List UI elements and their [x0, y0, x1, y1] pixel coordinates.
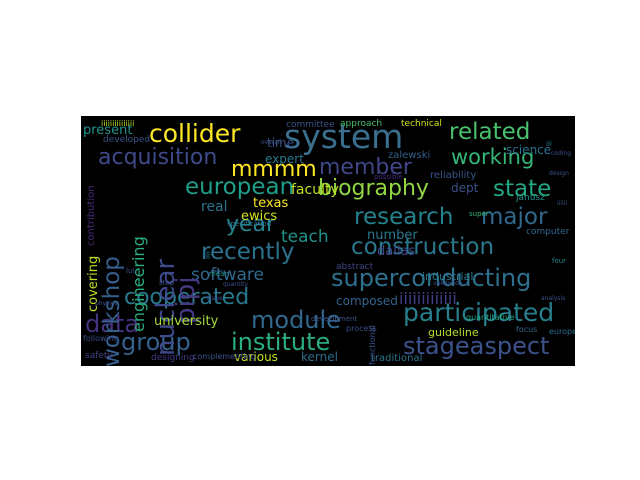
cloud-word: europe: [549, 327, 575, 336]
cloud-word: engineering: [129, 236, 148, 332]
cloud-word: major: [481, 204, 548, 230]
cloud-word: process: [346, 324, 377, 333]
cloud-word: acquisition: [98, 145, 218, 170]
cloud-word: stage: [206, 295, 223, 302]
cloud-word: faculty: [291, 182, 339, 198]
cloud-word: approach: [340, 119, 383, 129]
cloud-word: guideline: [428, 326, 479, 339]
cloud-word: zalewski: [388, 150, 431, 161]
cloud-word: dept: [451, 181, 479, 195]
cloud-word: analysis: [541, 295, 566, 302]
cloud-word: cooperated: [124, 285, 250, 310]
cloud-word: iiiiiiiiiiiiiii: [101, 119, 135, 128]
cloud-word: development: [311, 315, 358, 323]
cloud-word: expert: [265, 152, 304, 166]
cloud-word: working: [451, 145, 535, 169]
cloud-word: four: [552, 257, 567, 265]
cloud-word: european: [185, 174, 295, 200]
cloud-word: contribution: [86, 185, 97, 246]
cloud-word: design: [549, 170, 569, 177]
cloud-word: institute: [231, 328, 331, 356]
word-cloud: system collider related acquisition working b…: [81, 116, 575, 366]
cloud-word: traditional: [371, 353, 423, 364]
cloud-word: quantitative: [466, 313, 515, 322]
cloud-word: specification: [227, 220, 272, 228]
cloud-word: quantity: [223, 281, 249, 288]
cloud-word: iiii: [204, 251, 212, 259]
cloud-word: real: [201, 199, 228, 215]
cloud-word: following: [83, 334, 119, 343]
cloud-word: mean: [209, 270, 229, 278]
cloud-word: iiiiii: [557, 200, 568, 207]
cloud-word: science: [506, 143, 552, 157]
cloud-word: composed: [336, 294, 398, 308]
cloud-word: biography: [318, 176, 429, 201]
cloud-word: year: [226, 212, 276, 237]
cloud-word: state: [493, 176, 552, 202]
cloud-word: possible: [374, 173, 403, 181]
cloud-word: construction: [351, 234, 495, 260]
cloud-word: recently: [201, 239, 295, 265]
cloud-word: software: [191, 265, 265, 285]
cloud-word: designing: [151, 353, 195, 363]
cloud-word: overall: [261, 139, 282, 146]
cloud-word: coding: [551, 150, 572, 157]
cloud-word: time: [267, 136, 295, 150]
cloud-word: mmmm: [231, 157, 317, 182]
cloud-word: lui: [126, 267, 135, 275]
cloud-word: abstract: [336, 262, 374, 272]
cloud-word: superconducting: [331, 264, 532, 292]
cloud-word: developed: [103, 135, 151, 145]
cloud-word: number: [367, 228, 418, 243]
cloud-word: texas: [253, 196, 289, 211]
cloud-word: step: [159, 279, 175, 287]
cloud-word: janusz: [516, 193, 545, 203]
cloud-word: industrial: [422, 270, 474, 283]
cloud-word: participated: [403, 298, 555, 327]
cloud-word: stageaspect: [403, 332, 550, 360]
cloud-word: functional: [368, 325, 377, 365]
cloud-word: research: [354, 204, 454, 230]
cloud-word: teach: [281, 227, 329, 247]
cloud-word: committee: [286, 120, 335, 130]
cloud-word: physics: [95, 300, 118, 307]
cloud-word: group: [121, 328, 191, 356]
cloud-word: related: [449, 119, 531, 145]
cloud-word: member: [319, 155, 412, 180]
cloud-word: dallas: [377, 244, 416, 259]
cloud-word: validation: [433, 280, 463, 287]
cloud-word: iii: [546, 140, 552, 148]
cloud-word: university: [154, 314, 219, 329]
cloud-word: safety: [85, 351, 113, 361]
cloud-word: iiiiiiiiiiiii: [399, 289, 457, 308]
cloud-word: kernel: [301, 350, 338, 364]
cloud-word: workshop: [99, 256, 125, 366]
cloud-word: present: [83, 123, 133, 138]
cloud-word: computer: [526, 227, 570, 237]
cloud-word: technical: [401, 119, 442, 129]
cloud-word: system: [284, 117, 404, 156]
cloud-word: ewics: [241, 209, 278, 224]
cloud-word: various: [234, 350, 278, 364]
cloud-word: data: [85, 310, 140, 338]
cloud-word: complementing: [193, 352, 256, 361]
cloud-word: collider: [149, 119, 241, 148]
cloud-word: module: [251, 306, 341, 334]
cloud-word: reliability: [430, 170, 477, 181]
cloud-word: super: [469, 210, 489, 218]
cloud-word: focus: [516, 325, 538, 334]
